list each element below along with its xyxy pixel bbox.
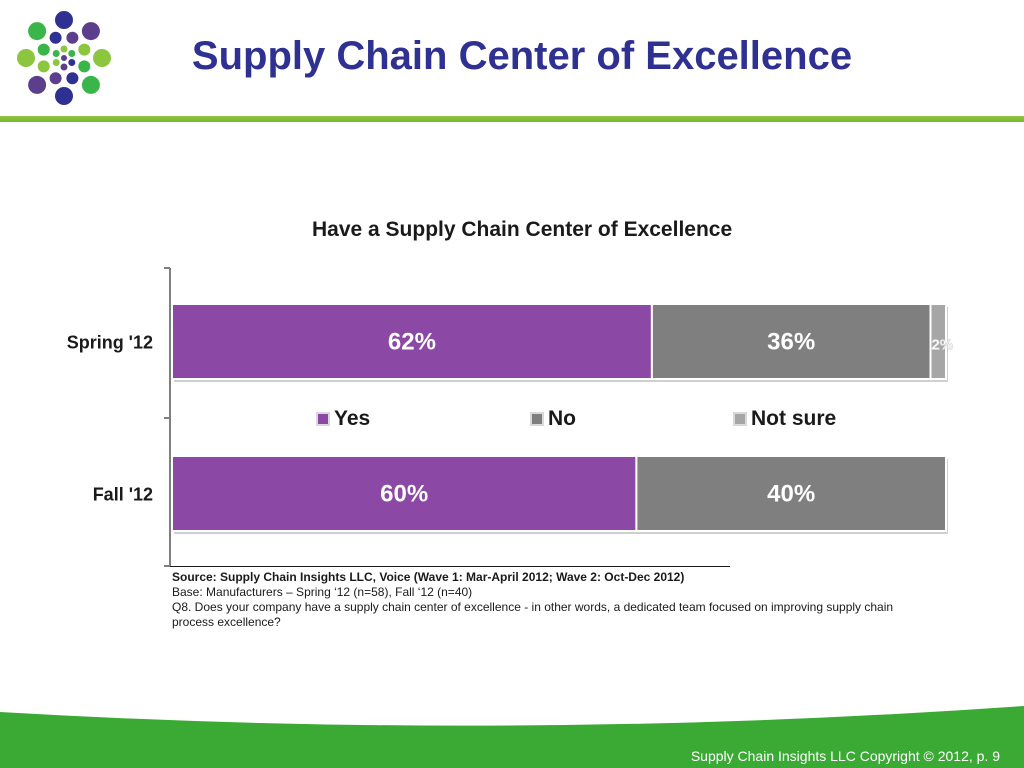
data-label: 36%	[767, 329, 815, 356]
source-note: Source: Supply Chain Insights LLC, Voice…	[172, 570, 685, 584]
legend-item-no: No	[530, 407, 576, 431]
bar-yes	[171, 455, 638, 532]
logo-dot	[68, 59, 76, 66]
logo-dot	[68, 50, 76, 57]
logo-dot	[55, 87, 73, 105]
chart-notes: Source: Supply Chain Insights LLC, Voice…	[172, 570, 932, 630]
legend-swatch-not-sure	[733, 412, 747, 426]
logo-dot	[28, 22, 47, 41]
logo-dot	[78, 60, 91, 73]
bar-not-sure	[929, 303, 947, 380]
company-logo	[17, 11, 111, 105]
logo-dot	[49, 31, 62, 44]
logo-dot	[28, 75, 47, 94]
logo-dot	[52, 50, 60, 57]
legend-item-not-sure: Not sure	[733, 407, 836, 431]
data-label: 2%	[931, 337, 953, 354]
logo-dot	[55, 11, 73, 29]
category-label: Spring '12	[67, 333, 153, 353]
footer-band	[0, 706, 1024, 768]
legend-label-yes: Yes	[334, 407, 371, 430]
footer-copyright: Supply Chain Insights LLC Copyright © 20…	[690, 748, 1000, 764]
question-note: Q8. Does your company have a supply chai…	[172, 600, 894, 629]
data-label: 62%	[388, 329, 436, 356]
data-label: 60%	[380, 481, 428, 508]
notes-divider	[170, 566, 730, 567]
data-label: 40%	[767, 481, 815, 508]
logo-dot	[17, 49, 35, 67]
legend-label-not-sure: Not sure	[751, 407, 837, 430]
logo-dot	[78, 43, 91, 56]
logo-dot	[37, 60, 50, 73]
logo-dot	[49, 72, 62, 85]
logo-dot	[60, 45, 68, 53]
legend-swatch-yes	[316, 412, 330, 426]
logo-dot	[81, 22, 100, 41]
bar-no	[635, 455, 948, 532]
legend-swatch-no	[530, 412, 544, 426]
logo-dot	[60, 63, 68, 71]
header-divider	[0, 116, 1024, 122]
chart-title: Have a Supply Chain Center of Excellence	[312, 218, 733, 241]
logo-dot	[52, 59, 60, 66]
legend-item-yes: Yes	[316, 407, 370, 431]
chart-legend: Yes No Not sure	[0, 407, 1024, 433]
category-label: Fall '12	[93, 485, 153, 505]
bar-no	[650, 303, 932, 380]
base-note: Base: Manufacturers – Spring ‘12 (n=58),…	[172, 585, 473, 599]
logo-dot	[61, 55, 67, 61]
logo-dot	[93, 49, 111, 67]
logo-dot	[66, 72, 79, 85]
logo-dot	[37, 43, 50, 56]
logo-dot	[81, 75, 100, 94]
logo-dot	[66, 31, 79, 44]
bar-yes	[171, 303, 653, 380]
legend-label-no: No	[548, 407, 576, 430]
slide-title: Supply Chain Center of Excellence	[191, 34, 853, 78]
